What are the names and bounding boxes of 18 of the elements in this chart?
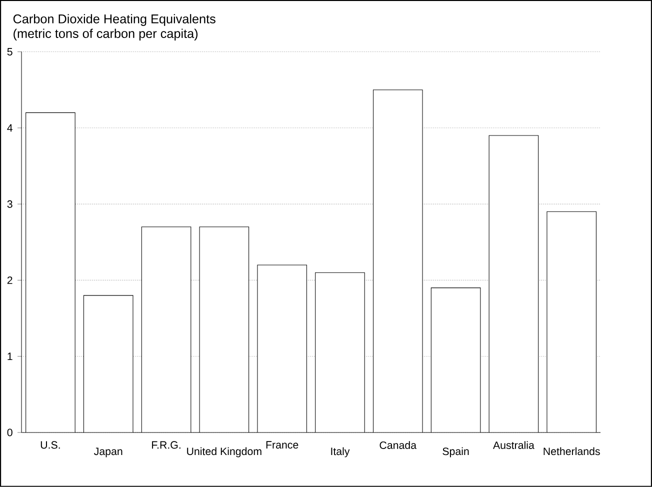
x-tick-label: F.R.G.	[152, 441, 180, 449]
x-tick-label: Italy	[331, 447, 350, 458]
x-tick-label: Australia	[493, 441, 534, 450]
x-tick-label: Japan	[94, 448, 122, 458]
x-tick-label: Netherlands	[544, 447, 600, 456]
y-tick-label: 0	[7, 428, 12, 436]
chart-subtitle: (metric tons of carbon per capita)	[14, 28, 198, 41]
x-tick-label: United Kingdom	[187, 447, 262, 458]
y-tick-label: 4	[7, 124, 13, 132]
x-tick-label: U.S.	[40, 441, 60, 449]
y-tick-label: 2	[7, 276, 12, 284]
x-tick-label: Spain	[442, 447, 469, 458]
y-tick-label: 1	[8, 352, 12, 360]
chart-title: Carbon Dioxide Heating Equivalents	[13, 14, 216, 26]
x-tick-label: Canada	[380, 441, 417, 450]
y-tick-label: 3	[7, 200, 12, 208]
x-tick-label: France	[266, 441, 298, 449]
y-tick-label: 5	[7, 48, 12, 56]
